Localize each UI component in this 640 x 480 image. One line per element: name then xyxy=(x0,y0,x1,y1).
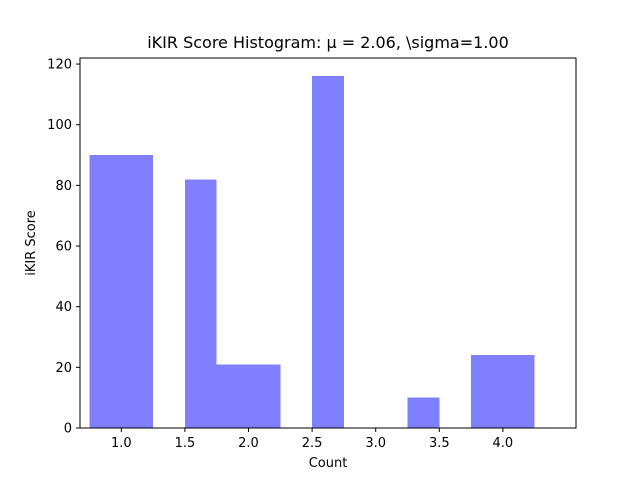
histogram-bar xyxy=(89,155,122,428)
x-tick-label: 2.0 xyxy=(238,436,259,451)
x-tick-label: 1.0 xyxy=(111,436,132,451)
histogram-bar xyxy=(121,155,154,428)
histogram-bar xyxy=(471,355,503,428)
histogram-bar xyxy=(407,397,440,428)
y-axis-label: iKIR Score xyxy=(24,210,39,276)
x-tick-label: 3.0 xyxy=(365,436,386,451)
y-tick-label: 20 xyxy=(55,361,72,376)
chart-title: iKIR Score Histogram: μ = 2.06, \sigma=1… xyxy=(147,33,509,52)
histogram-bar xyxy=(184,179,217,428)
histogram-bar xyxy=(216,364,249,428)
x-axis-ticks: 1.0 1.5 2.0 2.5 3.0 3.5 4.0 xyxy=(111,428,513,451)
x-tick-label: 1.5 xyxy=(175,436,196,451)
histogram-bar xyxy=(502,355,535,428)
y-axis-ticks: 0 20 40 60 80 100 120 xyxy=(47,58,80,437)
y-tick-label: 120 xyxy=(47,58,72,73)
bars-layer xyxy=(89,76,535,429)
x-tick-label: 4.0 xyxy=(493,436,514,451)
histogram-bar xyxy=(248,364,281,428)
x-tick-label: 2.5 xyxy=(302,436,323,451)
histogram-bar xyxy=(312,76,344,429)
y-tick-label: 60 xyxy=(55,240,72,255)
y-tick-label: 0 xyxy=(64,422,72,437)
y-tick-label: 100 xyxy=(47,118,72,133)
x-tick-label: 3.5 xyxy=(429,436,450,451)
plot-frame xyxy=(79,57,577,429)
y-tick-label: 40 xyxy=(55,300,72,315)
y-tick-label: 80 xyxy=(55,179,72,194)
x-axis-label: Count xyxy=(309,456,348,471)
